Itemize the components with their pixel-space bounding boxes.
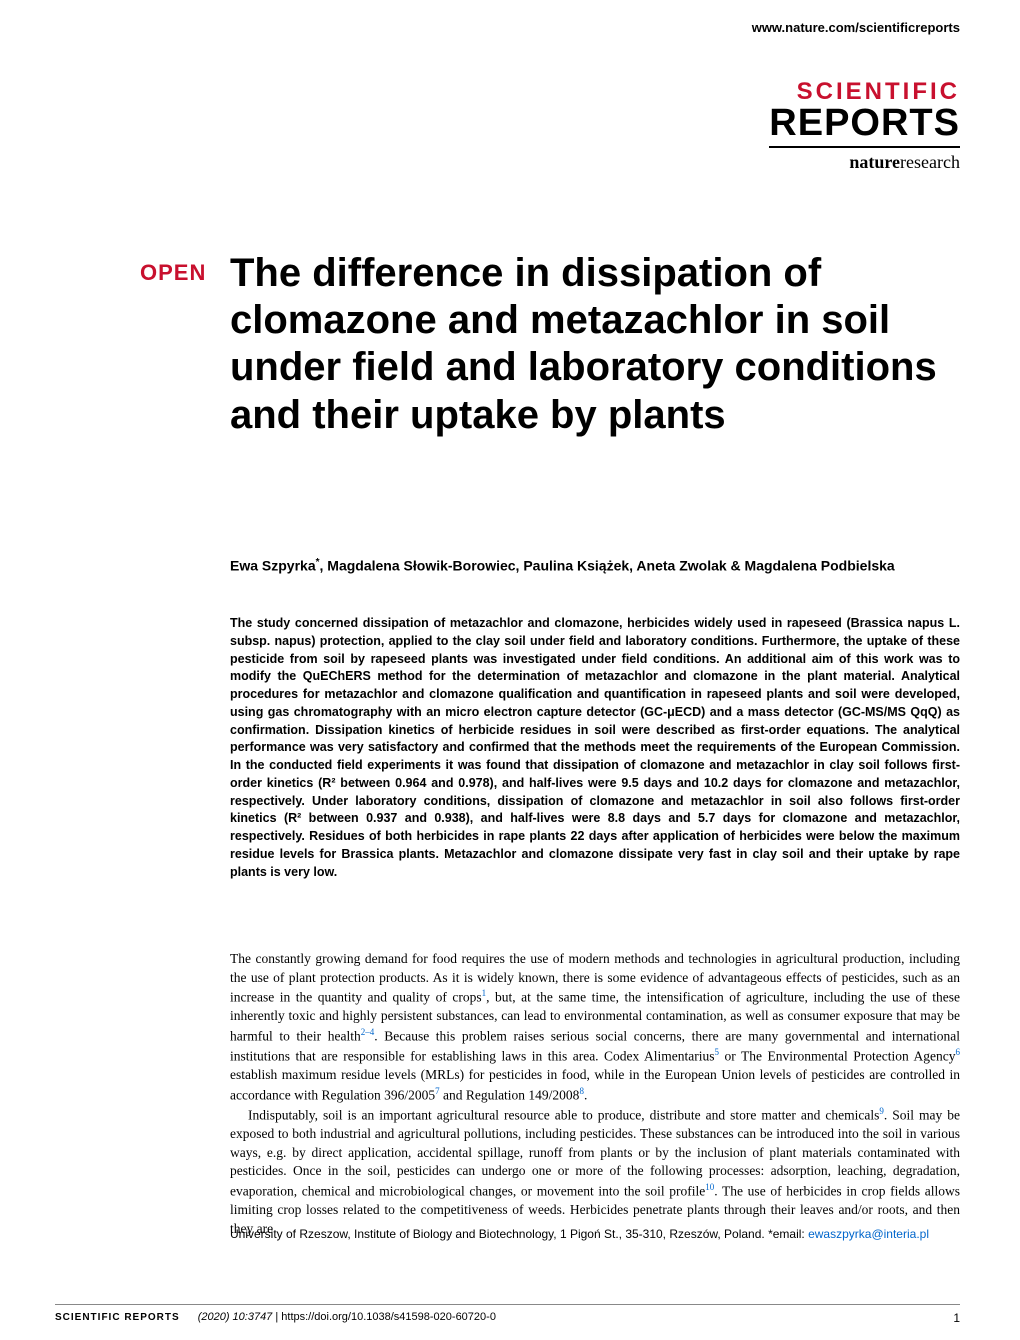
authors-rest: , Magdalena Słowik-Borowiec, Paulina Ksi…: [320, 558, 895, 574]
affiliation: University of Rzeszow, Institute of Biol…: [230, 1226, 960, 1243]
logo-research: research: [900, 152, 960, 172]
page-footer: SCIENTIFIC REPORTS (2020) 10:3747 | http…: [55, 1304, 960, 1325]
footer-year-vol: (2020) 10:3747: [198, 1311, 276, 1323]
author-1: Ewa Szpyrka: [230, 558, 316, 574]
logo-reports: REPORTS: [769, 104, 960, 148]
body-paragraph-2: Indisputably, soil is an important agric…: [230, 1105, 960, 1238]
logo-nature-bold: nature: [849, 152, 900, 172]
article-body: The constantly growing demand for food r…: [230, 950, 960, 1238]
logo-natureresearch: natureresearch: [769, 152, 960, 173]
citation-ref[interactable]: 2–4: [361, 1027, 375, 1037]
page-number: 1: [953, 1311, 960, 1325]
open-access-badge: OPEN: [140, 260, 206, 286]
corresponding-email[interactable]: ewaszpyrka@interia.pl: [808, 1227, 929, 1241]
body-text-span: establish maximum residue levels (MRLs) …: [230, 1067, 960, 1102]
header-url: www.nature.com/scientificreports: [752, 20, 960, 35]
body-text-span: or The Environmental Protection Agency: [719, 1049, 955, 1064]
body-paragraph-1: The constantly growing demand for food r…: [230, 950, 960, 1105]
body-text-span: Indisputably, soil is an important agric…: [248, 1108, 879, 1123]
body-text-span: .: [584, 1087, 587, 1102]
footer-journal: SCIENTIFIC REPORTS: [55, 1312, 180, 1323]
body-text-span: and Regulation 149/2008: [440, 1087, 580, 1102]
footer-citation-block: SCIENTIFIC REPORTS (2020) 10:3747 | http…: [55, 1311, 496, 1325]
footer-citation: (2020) 10:3747 | https://doi.org/10.1038…: [198, 1311, 496, 1323]
citation-ref[interactable]: 6: [956, 1047, 961, 1057]
affiliation-text: University of Rzeszow, Institute of Biol…: [230, 1227, 808, 1241]
abstract: The study concerned dissipation of metaz…: [230, 615, 960, 881]
journal-logo: SCIENTIFIC REPORTS natureresearch: [769, 80, 960, 173]
footer-doi: | https://doi.org/10.1038/s41598-020-607…: [275, 1311, 496, 1323]
citation-ref[interactable]: 10: [705, 1182, 714, 1192]
logo-scientific: SCIENTIFIC: [769, 80, 960, 104]
author-list: Ewa Szpyrka*, Magdalena Słowik-Borowiec,…: [230, 555, 960, 577]
article-title: The difference in dissipation of clomazo…: [230, 250, 960, 439]
